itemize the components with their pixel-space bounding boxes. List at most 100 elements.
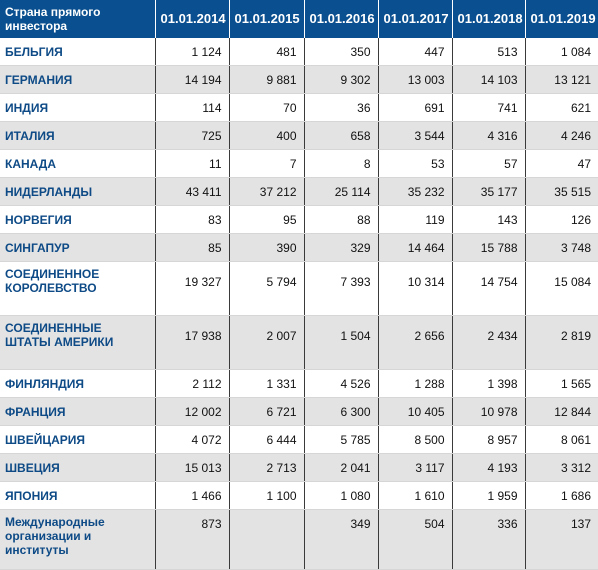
value-cell: 2 656 <box>378 315 453 370</box>
value-cell: 114 <box>155 93 230 122</box>
value-cell: 504 <box>378 509 453 570</box>
value-cell: 741 <box>452 93 526 122</box>
value-cell: 14 464 <box>378 233 453 262</box>
value-cell: 3 544 <box>378 121 453 150</box>
column-header-country: Страна прямого инвестора <box>0 0 156 38</box>
value-cell: 6 721 <box>229 397 305 426</box>
value-cell: 11 <box>155 149 230 178</box>
country-name-cell: БЕЛЬГИЯ <box>0 38 156 66</box>
value-cell: 15 013 <box>155 453 230 482</box>
country-name-cell: КАНАДА <box>0 149 156 178</box>
value-cell: 5 794 <box>229 261 305 316</box>
value-cell: 1 686 <box>525 481 598 510</box>
value-cell: 13 003 <box>378 65 453 94</box>
value-cell: 4 246 <box>525 121 598 150</box>
table-row: БЕЛЬГИЯ 1 124 481 350 447 513 1 084 <box>0 38 598 66</box>
column-header-year: 01.01.2017 <box>378 0 453 38</box>
table-row: ФИНЛЯНДИЯ 2 112 1 331 4 526 1 288 1 398 1 565 <box>0 369 598 398</box>
value-cell: 336 <box>452 509 526 570</box>
country-name-cell: ИТАЛИЯ <box>0 121 156 150</box>
value-cell: 85 <box>155 233 230 262</box>
table-row: НОРВЕГИЯ 83 95 88 119 143 126 <box>0 205 598 234</box>
table-row: ЯПОНИЯ 1 466 1 100 1 080 1 610 1 959 1 686 <box>0 481 598 510</box>
value-cell: 15 788 <box>452 233 526 262</box>
table-row: ИНДИЯ 114 70 36 691 741 621 <box>0 93 598 122</box>
table-row: ФРАНЦИЯ 12 002 6 721 6 300 10 405 10 978 12 84… <box>0 397 598 426</box>
table-row: ГЕРМАНИЯ 14 194 9 881 9 302 13 003 14 103 13 1… <box>0 65 598 94</box>
header-row: Страна прямого инвестора 01.01.2014 01.0… <box>0 0 598 38</box>
value-cell: 1 565 <box>525 369 598 398</box>
value-cell: 4 316 <box>452 121 526 150</box>
value-cell: 83 <box>155 205 230 234</box>
country-name-cell: ШВЕЦИЯ <box>0 453 156 482</box>
value-cell: 12 002 <box>155 397 230 426</box>
table-header: Страна прямого инвестора 01.01.2014 01.0… <box>0 0 598 38</box>
value-cell: 4 193 <box>452 453 526 482</box>
value-cell: 658 <box>304 121 379 150</box>
country-name-cell: СОЕДИНЕННЫЕ ШТАТЫ АМЕРИКИ <box>0 315 156 370</box>
value-cell: 725 <box>155 121 230 150</box>
value-cell: 7 <box>229 149 305 178</box>
table-row: ШВЕЦИЯ 15 013 2 713 2 041 3 117 4 193 3 312 <box>0 453 598 482</box>
value-cell: 2 041 <box>304 453 379 482</box>
value-cell: 4 072 <box>155 425 230 454</box>
table-row: СОЕДИНЕННОЕ КОРОЛЕВСТВО 19 327 5 794 7 393 1… <box>0 261 598 316</box>
value-cell: 447 <box>378 38 453 66</box>
value-cell: 400 <box>229 121 305 150</box>
value-cell: 19 327 <box>155 261 230 316</box>
value-cell: 95 <box>229 205 305 234</box>
value-cell: 1 080 <box>304 481 379 510</box>
value-cell <box>229 509 305 570</box>
value-cell: 6 444 <box>229 425 305 454</box>
table-row: ИТАЛИЯ 725 400 658 3 544 4 316 4 246 <box>0 121 598 150</box>
value-cell: 1 398 <box>452 369 526 398</box>
table-row: ШВЕЙЦАРИЯ 4 072 6 444 5 785 8 500 8 957 8 061 <box>0 425 598 454</box>
value-cell: 3 748 <box>525 233 598 262</box>
value-cell: 9 881 <box>229 65 305 94</box>
value-cell: 1 288 <box>378 369 453 398</box>
value-cell: 1 959 <box>452 481 526 510</box>
table-row: СИНГАПУР 85 390 329 14 464 15 788 3 748 <box>0 233 598 262</box>
country-name-cell: ЯПОНИЯ <box>0 481 156 510</box>
value-cell: 1 610 <box>378 481 453 510</box>
column-header-year: 01.01.2014 <box>155 0 230 38</box>
value-cell: 12 844 <box>525 397 598 426</box>
value-cell: 14 194 <box>155 65 230 94</box>
value-cell: 8 061 <box>525 425 598 454</box>
value-cell: 7 393 <box>304 261 379 316</box>
value-cell: 329 <box>304 233 379 262</box>
value-cell: 1 504 <box>304 315 379 370</box>
value-cell: 35 177 <box>452 177 526 206</box>
value-cell: 36 <box>304 93 379 122</box>
value-cell: 1 124 <box>155 38 230 66</box>
value-cell: 10 978 <box>452 397 526 426</box>
value-cell: 14 103 <box>452 65 526 94</box>
value-cell: 143 <box>452 205 526 234</box>
value-cell: 14 754 <box>452 261 526 316</box>
table-row: КАНАДА 11 7 8 53 57 47 <box>0 149 598 178</box>
value-cell: 53 <box>378 149 453 178</box>
value-cell: 119 <box>378 205 453 234</box>
value-cell: 1 100 <box>229 481 305 510</box>
value-cell: 2 819 <box>525 315 598 370</box>
value-cell: 481 <box>229 38 305 66</box>
value-cell: 70 <box>229 93 305 122</box>
value-cell: 88 <box>304 205 379 234</box>
column-header-year: 01.01.2015 <box>229 0 305 38</box>
value-cell: 17 938 <box>155 315 230 370</box>
value-cell: 1 331 <box>229 369 305 398</box>
value-cell: 43 411 <box>155 177 230 206</box>
value-cell: 9 302 <box>304 65 379 94</box>
table-row: СОЕДИНЕННЫЕ ШТАТЫ АМЕРИКИ 17 938 2 007 1 50… <box>0 315 598 370</box>
value-cell: 3 312 <box>525 453 598 482</box>
country-name-cell: ФРАНЦИЯ <box>0 397 156 426</box>
value-cell: 873 <box>155 509 230 570</box>
value-cell: 25 114 <box>304 177 379 206</box>
country-name-cell: СИНГАПУР <box>0 233 156 262</box>
country-name-cell: ФИНЛЯНДИЯ <box>0 369 156 398</box>
value-cell: 57 <box>452 149 526 178</box>
value-cell: 15 084 <box>525 261 598 316</box>
value-cell: 35 232 <box>378 177 453 206</box>
value-cell: 390 <box>229 233 305 262</box>
value-cell: 1 084 <box>525 38 598 66</box>
